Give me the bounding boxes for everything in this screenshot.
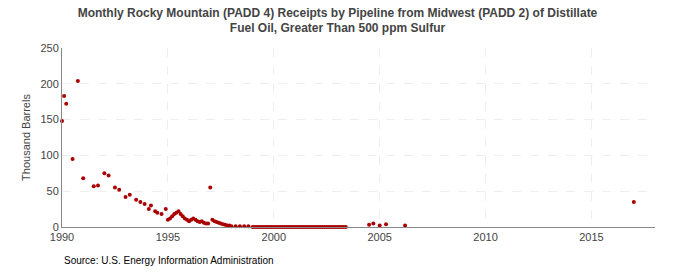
svg-text:Thousand Barrels: Thousand Barrels [20, 94, 32, 181]
svg-text:50: 50 [47, 185, 59, 197]
svg-text:200: 200 [40, 78, 58, 90]
svg-text:100: 100 [40, 149, 58, 161]
svg-text:250: 250 [40, 42, 58, 54]
svg-text:150: 150 [40, 113, 58, 125]
svg-text:Source: U.S. Energy Informatio: Source: U.S. Energy Information Administ… [64, 255, 274, 266]
svg-text:2005: 2005 [367, 231, 391, 243]
svg-text:Monthly Rocky Mountain (PADD 4: Monthly Rocky Mountain (PADD 4) Receipts… [78, 6, 598, 36]
svg-text:1995: 1995 [156, 231, 180, 243]
svg-text:2000: 2000 [262, 231, 286, 243]
svg-text:2010: 2010 [473, 231, 497, 243]
svg-text:1990: 1990 [50, 231, 74, 243]
svg-text:0: 0 [53, 221, 59, 233]
svg-text:2015: 2015 [579, 231, 603, 243]
